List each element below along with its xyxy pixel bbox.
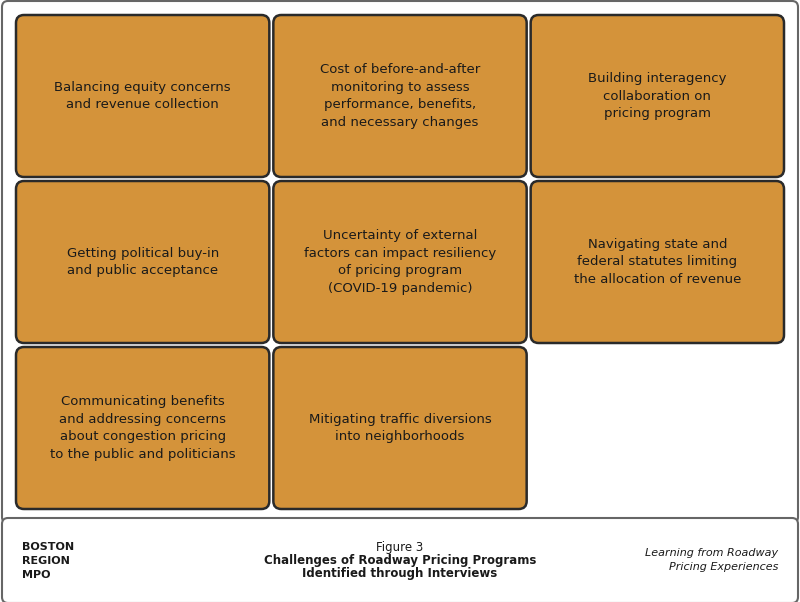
Text: Balancing equity concerns
and revenue collection: Balancing equity concerns and revenue co…	[54, 81, 231, 111]
Text: Mitigating traffic diversions
into neighborhoods: Mitigating traffic diversions into neigh…	[309, 413, 491, 443]
Text: BOSTON
REGION
MPO: BOSTON REGION MPO	[22, 542, 74, 580]
FancyBboxPatch shape	[274, 347, 526, 509]
Text: Navigating state and
federal statutes limiting
the allocation of revenue: Navigating state and federal statutes li…	[574, 238, 741, 286]
Text: Figure 3: Figure 3	[376, 541, 424, 554]
Text: Learning from Roadway
Pricing Experiences: Learning from Roadway Pricing Experience…	[645, 548, 778, 573]
Text: Identified through Interviews: Identified through Interviews	[302, 567, 498, 580]
FancyBboxPatch shape	[530, 181, 784, 343]
FancyBboxPatch shape	[16, 15, 270, 177]
FancyBboxPatch shape	[274, 181, 526, 343]
Text: Building interagency
collaboration on
pricing program: Building interagency collaboration on pr…	[588, 72, 726, 120]
Text: Getting political buy-in
and public acceptance: Getting political buy-in and public acce…	[66, 247, 218, 278]
Text: Cost of before-and-after
monitoring to assess
performance, benefits,
and necessa: Cost of before-and-after monitoring to a…	[320, 63, 480, 129]
Text: Uncertainty of external
factors can impact resiliency
of pricing program
(COVID-: Uncertainty of external factors can impa…	[304, 229, 496, 295]
FancyBboxPatch shape	[2, 518, 798, 602]
FancyBboxPatch shape	[16, 181, 270, 343]
FancyBboxPatch shape	[16, 347, 270, 509]
FancyBboxPatch shape	[2, 1, 798, 523]
Text: Challenges of Roadway Pricing Programs: Challenges of Roadway Pricing Programs	[264, 554, 536, 567]
FancyBboxPatch shape	[530, 15, 784, 177]
Text: Communicating benefits
and addressing concerns
about congestion pricing
to the p: Communicating benefits and addressing co…	[50, 396, 235, 461]
FancyBboxPatch shape	[274, 15, 526, 177]
